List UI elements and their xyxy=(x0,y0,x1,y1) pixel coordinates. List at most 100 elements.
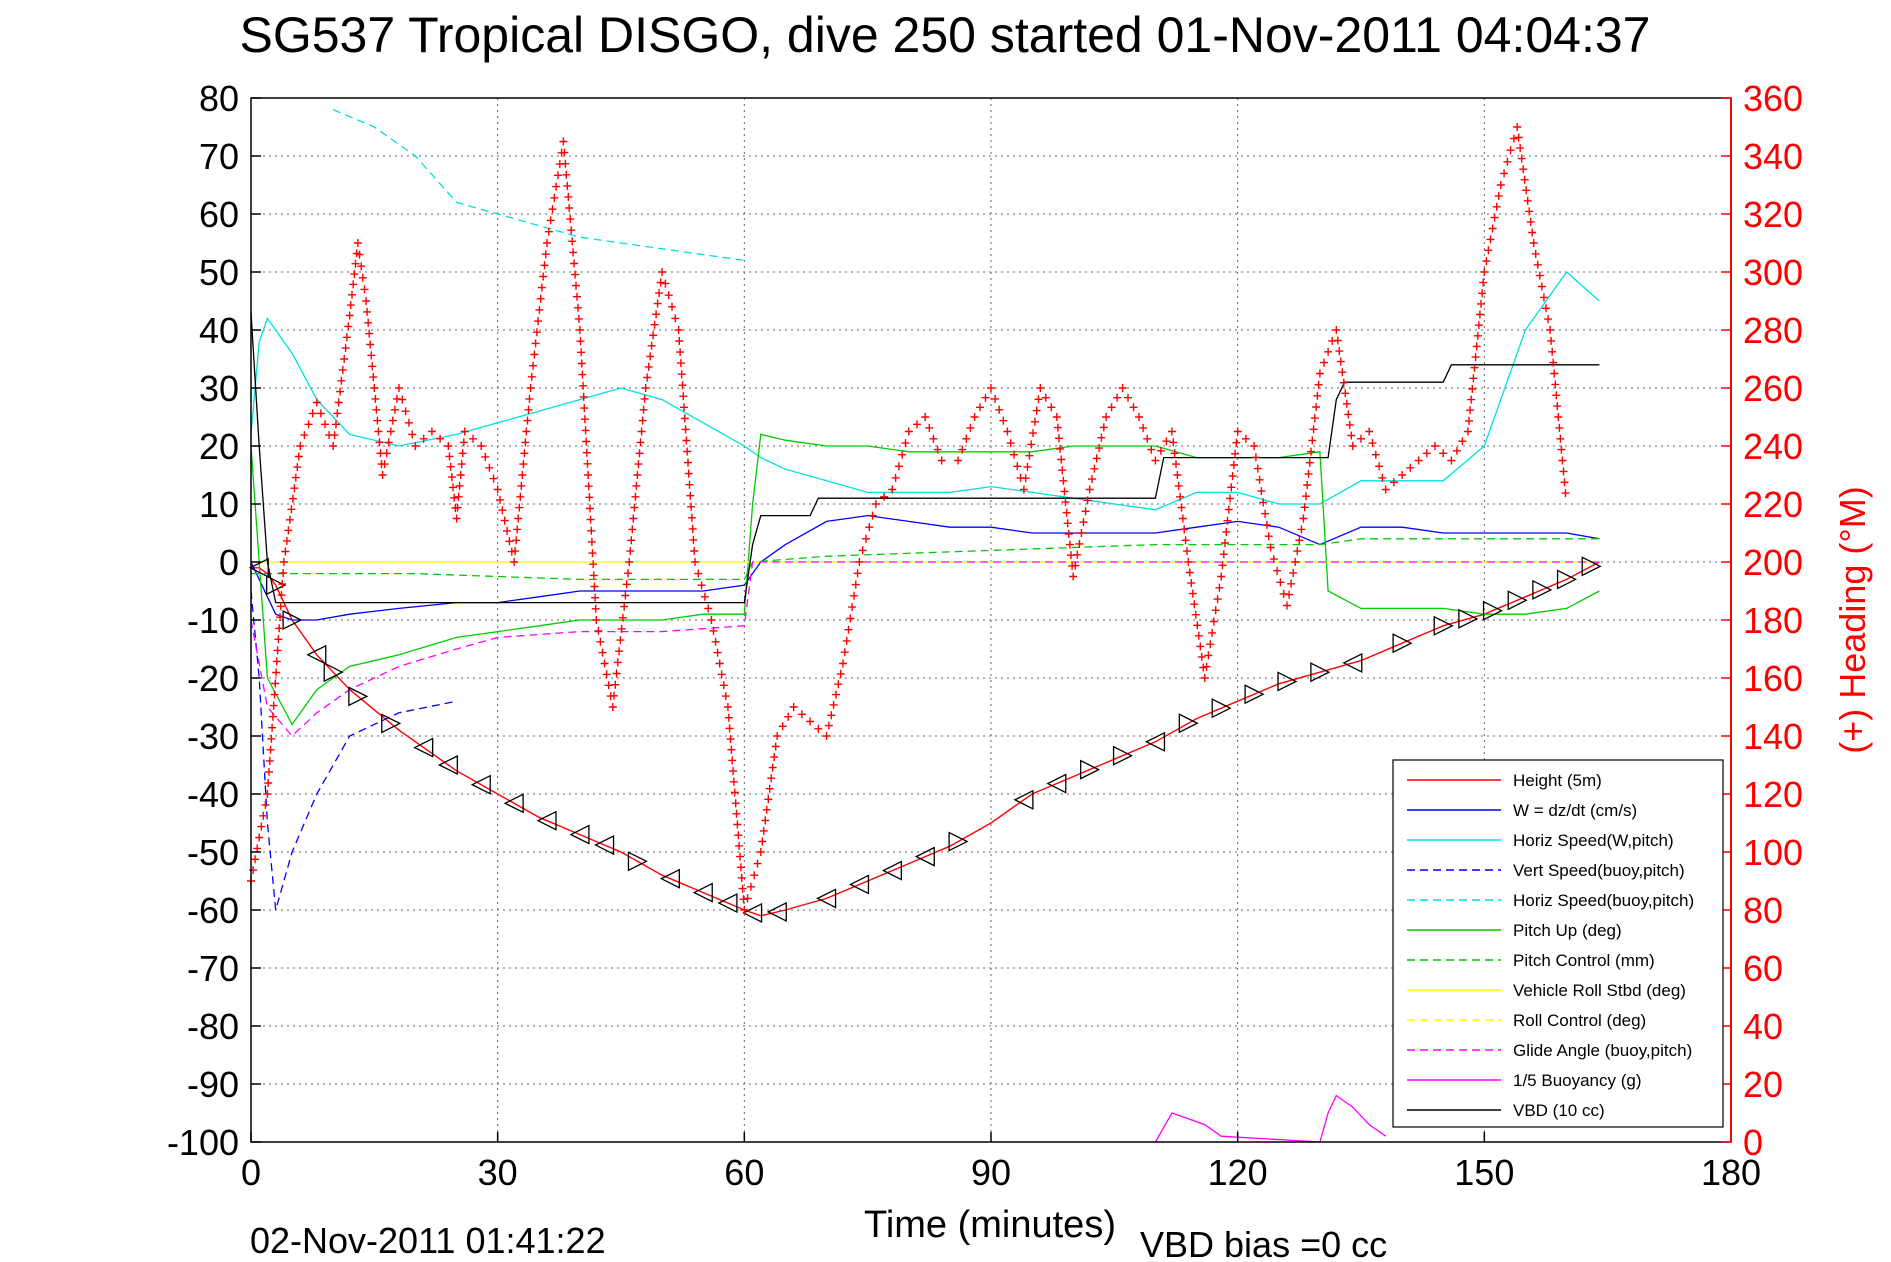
height-marker xyxy=(1080,759,1101,780)
heading-marker xyxy=(382,449,391,458)
heading-marker xyxy=(1414,456,1423,465)
heading-marker xyxy=(756,848,765,856)
heading-marker xyxy=(398,395,407,404)
heading-marker xyxy=(844,625,853,634)
height-marker xyxy=(848,874,870,895)
heading-marker xyxy=(348,290,356,299)
heading-marker xyxy=(1293,547,1302,556)
heading-marker xyxy=(287,505,296,514)
series-line-3 xyxy=(250,590,457,911)
heading-marker xyxy=(970,413,979,421)
heading-marker xyxy=(561,159,570,168)
heading-marker xyxy=(1554,413,1563,421)
heading-marker xyxy=(1173,471,1182,479)
height-marker xyxy=(503,793,524,814)
heading-marker xyxy=(1226,494,1235,503)
heading-marker xyxy=(267,734,276,743)
heading-marker xyxy=(1218,561,1227,570)
heading-marker xyxy=(649,331,658,340)
heading-marker xyxy=(516,492,525,501)
heading-marker xyxy=(637,427,646,436)
heading-marker xyxy=(584,471,593,479)
y2-tick-label: 240 xyxy=(1743,426,1803,467)
heading-marker xyxy=(404,418,413,427)
y2-tick-label: 220 xyxy=(1743,484,1803,525)
heading-marker xyxy=(351,259,360,268)
heading-marker xyxy=(1342,399,1351,408)
height-marker xyxy=(1144,731,1166,752)
y2-tick-label: 280 xyxy=(1743,310,1803,351)
heading-marker xyxy=(767,774,776,783)
heading-marker xyxy=(762,805,771,814)
heading-marker xyxy=(1312,403,1321,411)
heading-marker xyxy=(634,460,643,469)
heading-marker xyxy=(544,227,553,236)
heading-marker xyxy=(784,712,793,721)
heading-marker xyxy=(1063,519,1072,528)
heading-marker xyxy=(1398,471,1407,479)
heading-marker xyxy=(682,436,691,445)
heading-marker xyxy=(1458,437,1467,446)
heading-marker xyxy=(611,680,620,689)
heading-marker xyxy=(341,344,350,353)
heading-marker xyxy=(644,362,653,371)
y-tick-label: 50 xyxy=(199,252,239,293)
heading-marker xyxy=(620,602,629,611)
footer-timestamp: 02-Nov-2011 01:41:22 xyxy=(250,1220,606,1261)
height-marker xyxy=(1211,698,1232,719)
heading-marker xyxy=(653,299,662,308)
heading-marker xyxy=(1320,358,1328,367)
heading-marker xyxy=(362,297,371,305)
heading-marker xyxy=(1264,532,1273,541)
heading-marker xyxy=(346,301,355,310)
height-marker xyxy=(1310,662,1331,683)
heading-marker xyxy=(999,416,1008,425)
heading-marker xyxy=(732,809,741,818)
heading-marker xyxy=(1085,485,1094,494)
heading-marker xyxy=(638,416,647,425)
heading-marker xyxy=(586,515,595,524)
heading-marker xyxy=(321,420,329,429)
heading-marker xyxy=(1255,475,1264,484)
heading-marker xyxy=(1542,304,1550,313)
heading-marker xyxy=(550,193,559,202)
heading-marker xyxy=(1053,423,1062,432)
heading-marker xyxy=(261,800,270,809)
heading-marker xyxy=(1304,469,1313,478)
heading-marker xyxy=(1558,456,1567,465)
y2-tick-label: 360 xyxy=(1743,78,1803,119)
heading-marker xyxy=(646,352,655,361)
heading-marker xyxy=(1490,213,1499,222)
heading-marker xyxy=(1431,442,1439,450)
heading-marker xyxy=(681,425,690,434)
heading-marker xyxy=(1469,374,1478,383)
heading-marker xyxy=(271,679,280,688)
heading-marker xyxy=(1060,487,1069,496)
heading-marker xyxy=(581,426,590,435)
heading-marker xyxy=(293,463,302,472)
heading-marker xyxy=(689,535,698,544)
heading-marker xyxy=(563,181,572,190)
heading-marker xyxy=(1139,423,1148,432)
series-line-4 xyxy=(332,109,745,262)
heading-marker xyxy=(521,438,530,447)
heading-marker xyxy=(459,438,468,447)
heading-marker xyxy=(1253,464,1262,473)
heading-marker xyxy=(290,484,299,493)
height-marker xyxy=(569,824,590,845)
legend-label-11: VBD (10 cc) xyxy=(1513,1101,1605,1120)
heading-marker xyxy=(1219,550,1228,559)
heading-marker xyxy=(350,270,359,279)
heading-marker xyxy=(520,449,529,458)
heading-marker xyxy=(266,745,275,754)
heading-marker xyxy=(1336,357,1345,366)
y2-axis-ticks: 3603403203002802602402202001801601401201… xyxy=(1721,78,1803,1163)
heading-marker xyxy=(1345,420,1354,429)
heading-marker xyxy=(457,460,466,469)
heading-marker xyxy=(840,648,849,657)
footer-vbd-bias: VBD bias =0 cc xyxy=(1140,1224,1387,1262)
heading-marker xyxy=(1259,498,1268,507)
heading-marker xyxy=(679,392,688,401)
heading-marker xyxy=(753,859,762,868)
heading-marker xyxy=(730,788,739,797)
